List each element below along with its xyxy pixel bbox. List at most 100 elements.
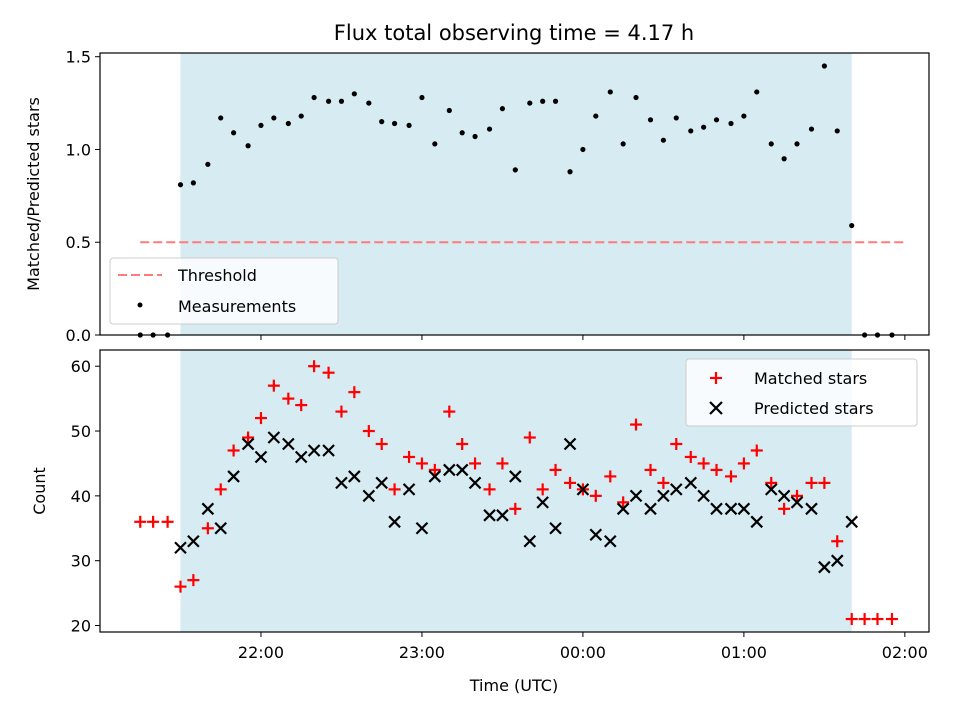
- measurement-point: [607, 89, 613, 95]
- measurement-point: [379, 119, 385, 125]
- measurement-point: [633, 94, 639, 101]
- bottom-y-tick-label: 20: [71, 617, 91, 636]
- matched-star-point: [858, 613, 871, 626]
- predicted-star-point: [818, 560, 831, 574]
- predicted-star-point: [509, 470, 522, 483]
- top-y-axis-label: Matched/Predicted stars: [24, 97, 43, 291]
- bottom-legend-box: [685, 358, 918, 427]
- measurement-points: [137, 63, 895, 338]
- measurement-point: [391, 120, 398, 127]
- predicted-star-point: [536, 496, 549, 509]
- matched-star-point: [778, 502, 791, 515]
- legend-predicted-label: Predicted stars: [754, 399, 874, 418]
- matched-star-point: [684, 450, 697, 463]
- measurement-point: [834, 128, 840, 134]
- measurement-point: [512, 167, 518, 173]
- bottom-y-axis-ticks: 20 30 40 50 60: [71, 357, 100, 636]
- matched-star-point: [375, 438, 388, 450]
- predicted-star-point: [214, 521, 228, 535]
- predicted-star-point: [563, 437, 577, 451]
- measurement-point: [190, 180, 196, 186]
- measurement-point: [660, 137, 666, 143]
- matched-star-point: [362, 425, 375, 438]
- predicted-star-point: [790, 496, 804, 509]
- measurement-point: [754, 89, 760, 95]
- matched-star-point: [549, 463, 562, 476]
- matched-star-point: [710, 463, 723, 476]
- matched-star-point: [456, 438, 469, 450]
- matched-star-point: [536, 483, 549, 496]
- measurement-point: [311, 94, 317, 101]
- predicted-star-point: [402, 483, 416, 496]
- measurement-point: [821, 63, 827, 69]
- measurement-point: [218, 115, 224, 121]
- x-tick-label: 01:00: [721, 643, 767, 662]
- matched-star-point: [322, 366, 335, 379]
- predicted-star-point: [697, 489, 710, 503]
- predicted-star-point: [348, 470, 361, 483]
- legend-matched-swatch: [710, 372, 722, 384]
- predicted-star-point: [576, 483, 590, 496]
- top-y-tick-label: 1.5: [66, 48, 91, 67]
- measurement-point: [567, 169, 573, 175]
- matched-star-point: [630, 418, 643, 431]
- predicted-star-point: [174, 541, 187, 555]
- predicted-star-point: [428, 470, 442, 483]
- measurement-point: [205, 161, 211, 167]
- measurement-point: [527, 100, 533, 106]
- measurement-point: [580, 146, 586, 153]
- measurement-point: [285, 120, 291, 127]
- top-panel-ratio: 0.0 0.5 1.0 1.5 Flux total observing time =…: [24, 21, 930, 345]
- matched-star-point: [845, 613, 858, 626]
- legend-predicted-swatch: [709, 401, 723, 415]
- matched-star-point: [750, 444, 763, 457]
- measurement-point: [245, 143, 251, 149]
- bottom-y-tick-label: 60: [71, 357, 91, 376]
- predicted-star-point: [388, 515, 401, 529]
- matched-star-point: [335, 405, 348, 418]
- predicted-star-point: [375, 476, 388, 490]
- measurement-point: [338, 98, 345, 104]
- legend-measurements-label: Measurements: [178, 297, 296, 316]
- top-x-axis-ticks: [260, 335, 906, 340]
- measurement-point: [258, 122, 264, 128]
- top-axes-frame: [99, 52, 930, 336]
- bottom-axes-frame: [99, 349, 930, 633]
- predicted-star-point: [589, 528, 603, 542]
- matched-star-point: [469, 457, 482, 470]
- matched-star-point: [725, 470, 738, 483]
- matched-star-point: [428, 463, 441, 476]
- measurement-point: [325, 98, 332, 104]
- x-tick-label: 00:00: [560, 643, 606, 662]
- predicted-star-point: [227, 470, 240, 483]
- measurement-point: [472, 133, 478, 140]
- predicted-star-point: [616, 502, 630, 516]
- matched-star-point: [147, 515, 160, 528]
- matched-star-point: [589, 489, 602, 502]
- predicted-star-point: [415, 521, 429, 535]
- top-y-tick-label: 1.0: [66, 140, 91, 159]
- measurement-point: [647, 117, 654, 123]
- predicted-star-point: [830, 554, 844, 567]
- measurement-point: [794, 141, 800, 147]
- matched-star-point: [885, 613, 898, 626]
- matched-star-point: [403, 450, 416, 463]
- measurement-point: [499, 106, 506, 112]
- bottom-y-tick-label: 40: [71, 487, 91, 506]
- matched-star-point: [295, 399, 308, 412]
- top-legend-box: [109, 257, 339, 325]
- bottom-y-tick-label: 30: [71, 552, 91, 571]
- measurement-point: [459, 130, 465, 136]
- predicted-star-point: [750, 515, 764, 529]
- matched-star-point: [174, 580, 187, 593]
- measurement-point: [768, 141, 774, 147]
- predicted-star-point: [267, 431, 281, 444]
- matched-star-point: [214, 483, 227, 496]
- measurement-point: [781, 156, 787, 162]
- matched-star-point: [644, 463, 657, 476]
- matched-star-point: [227, 444, 240, 457]
- matched-star-point: [443, 405, 456, 418]
- measurement-point: [432, 141, 438, 147]
- top-y-tick-label: 0.5: [66, 233, 91, 252]
